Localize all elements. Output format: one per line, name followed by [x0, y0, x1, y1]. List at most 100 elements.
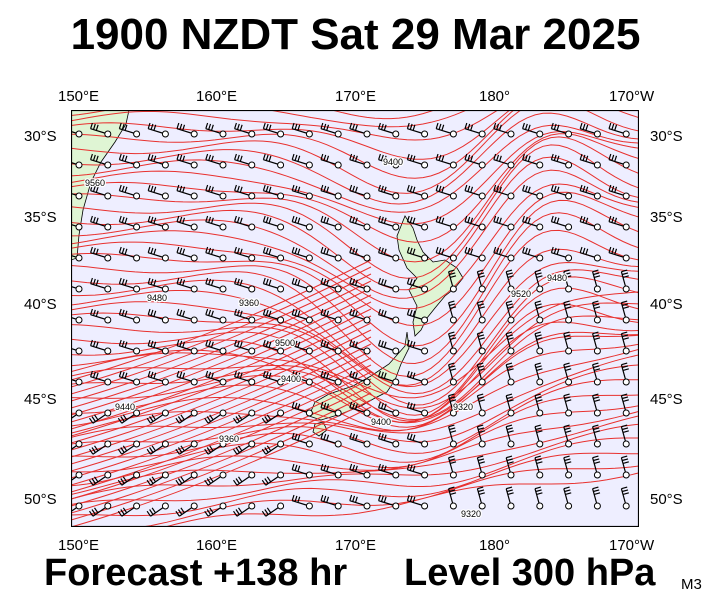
wind-barb — [234, 184, 256, 200]
wind-barb — [89, 471, 112, 486]
wind-barb — [320, 370, 342, 386]
wind-barb — [550, 246, 573, 262]
wind-barb — [534, 424, 544, 448]
wind-barb — [534, 300, 544, 324]
contour-label: 9320 — [453, 402, 473, 412]
wind-barb — [176, 308, 198, 324]
wind-barb — [608, 122, 630, 138]
wind-barb — [493, 246, 515, 262]
wind-barb — [234, 215, 256, 231]
wind-barb — [620, 424, 630, 448]
lon-label-top-160e: 160°E — [196, 88, 238, 105]
wind-barb — [378, 184, 400, 200]
wind-barb — [378, 308, 400, 324]
wind-barb — [505, 455, 515, 479]
lat-label-right-35s: 35°S — [650, 209, 683, 226]
wind-barb — [204, 502, 227, 517]
wind-barb — [620, 331, 630, 355]
wind-barb — [291, 215, 313, 231]
wind-barb — [534, 331, 544, 355]
wind-barbs — [71, 122, 630, 517]
contour-label: 9440 — [115, 402, 135, 412]
wind-barb — [476, 393, 486, 417]
wind-barb — [349, 494, 371, 510]
wind-barb — [233, 440, 256, 455]
wind-barb — [378, 153, 400, 169]
wind-barb — [435, 215, 457, 231]
wind-barb — [320, 463, 342, 479]
wind-barb — [406, 339, 429, 355]
wind-barb — [464, 215, 486, 231]
wind-barb — [579, 122, 601, 138]
wind-barb — [620, 362, 630, 386]
wind-barb — [406, 122, 429, 138]
wind-barb — [71, 130, 83, 138]
wind-barb — [261, 502, 285, 517]
wind-barb — [118, 277, 141, 293]
wind-barb — [90, 339, 112, 355]
wind-barb — [349, 401, 371, 417]
wind-barb — [476, 362, 486, 386]
geopotential-contours — [71, 110, 639, 527]
wind-barb — [550, 184, 573, 200]
wind-barb — [563, 424, 573, 448]
wind-barb — [448, 455, 457, 479]
wind-barb — [620, 393, 630, 417]
wind-barb — [550, 153, 573, 169]
wind-barb — [378, 494, 400, 510]
contour-label: 9560 — [85, 178, 105, 188]
wind-barb — [262, 122, 285, 138]
map-frame — [71, 110, 639, 527]
wind-barb — [563, 362, 573, 386]
lat-label-left-50s: 50°S — [24, 491, 57, 508]
lon-label-top-150e: 150°E — [58, 88, 100, 105]
wind-barb — [146, 409, 169, 424]
wind-barb — [476, 300, 486, 324]
wind-barb — [262, 184, 285, 200]
wind-barb — [176, 184, 198, 200]
lat-label-right-45s: 45°S — [650, 391, 683, 408]
lon-label-bottom-160e: 160°E — [196, 537, 238, 554]
wind-barb — [406, 184, 429, 200]
wind-barb — [204, 409, 227, 424]
wind-barb — [90, 184, 112, 200]
wind-barb — [476, 331, 486, 355]
lat-label-right-40s: 40°S — [650, 296, 683, 313]
wind-barb — [349, 463, 371, 479]
wind-barb — [579, 184, 601, 200]
wind-barb — [147, 215, 169, 231]
wind-barb — [205, 184, 227, 200]
wind-barb — [233, 502, 256, 517]
wind-barb — [262, 370, 285, 386]
wind-barb — [118, 215, 141, 231]
land-australia-coast — [71, 110, 130, 261]
wind-barb — [176, 370, 198, 386]
wind-barb — [608, 215, 630, 231]
wind-barb — [90, 277, 112, 293]
wind-barb — [522, 153, 544, 169]
wind-barb — [234, 308, 256, 324]
wind-barb — [204, 471, 227, 486]
wind-barb — [205, 153, 227, 169]
lon-label-bottom-170w: 170°W — [609, 537, 655, 554]
wind-barb — [320, 401, 342, 417]
wind-barb — [608, 184, 630, 200]
contour-label-layer: 9560 9400 9440 9400 9360 9320 9400 9360 9320 9480… — [84, 156, 569, 521]
wind-barb — [592, 269, 601, 293]
wind-barb — [89, 409, 112, 424]
wind-barb — [261, 409, 285, 424]
forecast-label: Forecast +138 hr — [44, 552, 348, 594]
wind-barb — [592, 393, 601, 417]
wind-barb — [291, 401, 313, 417]
lat-label-left-40s: 40°S — [24, 296, 57, 313]
wind-barb — [90, 153, 112, 169]
wind-barb — [448, 362, 457, 386]
wind-barb — [579, 215, 601, 231]
wind-barb — [406, 494, 429, 510]
wind-barb — [175, 502, 198, 517]
wind-barb — [448, 393, 457, 417]
wind-barb — [71, 192, 83, 200]
wind-barb — [204, 440, 227, 455]
wind-barb — [349, 277, 371, 293]
wind-barb — [320, 308, 342, 324]
